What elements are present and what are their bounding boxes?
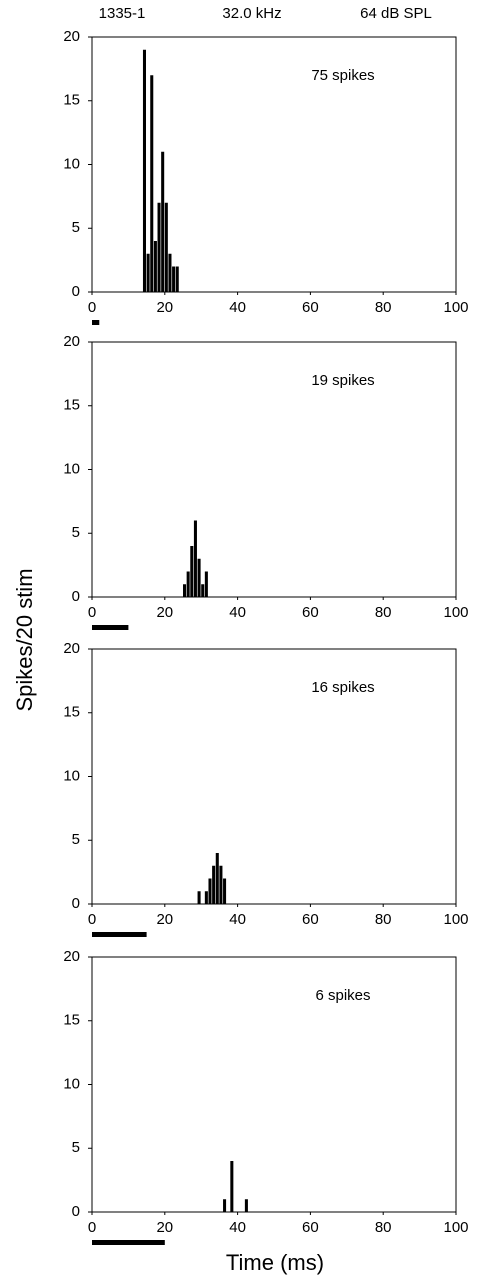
bar bbox=[146, 253, 150, 292]
y-tick-label: 20 bbox=[63, 28, 80, 45]
plot-frame bbox=[91, 648, 457, 905]
y-tick-label: 10 bbox=[63, 155, 80, 172]
y-tick-label: 20 bbox=[63, 640, 80, 657]
spike-count: 19 spikes bbox=[311, 372, 374, 389]
x-tick-label: 80 bbox=[375, 911, 392, 928]
x-tick-label: 80 bbox=[375, 1219, 392, 1236]
stimulus-bar bbox=[92, 932, 147, 937]
bar bbox=[186, 571, 190, 597]
bar bbox=[223, 1199, 227, 1212]
x-tick-label: 40 bbox=[229, 604, 246, 621]
x-axis-label: Time (ms) bbox=[226, 1250, 324, 1275]
y-tick-label: 10 bbox=[63, 767, 80, 784]
bar bbox=[168, 253, 172, 292]
plot-frame bbox=[91, 956, 457, 1213]
bar bbox=[142, 49, 146, 292]
x-tick-label: 60 bbox=[302, 299, 319, 316]
bar bbox=[201, 584, 205, 597]
x-tick-label: 40 bbox=[229, 1219, 246, 1236]
x-tick-label: 20 bbox=[156, 911, 173, 928]
stimulus-bar bbox=[92, 320, 100, 325]
y-tick-label: 15 bbox=[63, 397, 80, 414]
spike-count: 6 spikes bbox=[315, 987, 370, 1004]
header-text: 64 dB SPL bbox=[360, 5, 432, 22]
y-tick-label: 5 bbox=[72, 524, 80, 541]
bar bbox=[193, 520, 197, 597]
bar bbox=[164, 202, 168, 292]
x-tick-label: 80 bbox=[375, 604, 392, 621]
x-tick-label: 60 bbox=[302, 911, 319, 928]
bar bbox=[175, 266, 179, 292]
x-tick-label: 0 bbox=[88, 911, 96, 928]
bar bbox=[150, 75, 154, 292]
bar bbox=[230, 1161, 234, 1212]
x-tick-label: 20 bbox=[156, 1219, 173, 1236]
x-tick-label: 100 bbox=[443, 299, 468, 316]
x-tick-label: 100 bbox=[443, 1219, 468, 1236]
y-tick-label: 15 bbox=[63, 92, 80, 109]
bar bbox=[157, 202, 161, 292]
x-tick-label: 40 bbox=[229, 911, 246, 928]
x-tick-label: 100 bbox=[443, 911, 468, 928]
bar bbox=[219, 865, 223, 904]
header-text: 32.0 kHz bbox=[222, 5, 281, 22]
bar bbox=[153, 241, 157, 292]
bar bbox=[190, 546, 194, 597]
bar bbox=[223, 878, 227, 904]
y-tick-label: 0 bbox=[72, 588, 80, 605]
y-axis-label: Spikes/20 stim bbox=[12, 568, 37, 711]
y-tick-label: 20 bbox=[63, 948, 80, 965]
spike-count: 75 spikes bbox=[311, 67, 374, 84]
y-tick-label: 10 bbox=[63, 460, 80, 477]
bar bbox=[215, 853, 219, 904]
bar bbox=[244, 1199, 248, 1212]
plot-frame bbox=[91, 341, 457, 598]
x-tick-label: 60 bbox=[302, 604, 319, 621]
y-tick-label: 5 bbox=[72, 1139, 80, 1156]
x-tick-label: 100 bbox=[443, 604, 468, 621]
stimulus-bar bbox=[92, 1240, 165, 1245]
x-tick-label: 20 bbox=[156, 604, 173, 621]
spike-count: 16 spikes bbox=[311, 679, 374, 696]
bar bbox=[172, 266, 176, 292]
bar bbox=[197, 558, 201, 597]
x-tick-label: 0 bbox=[88, 299, 96, 316]
bar bbox=[161, 151, 165, 292]
x-tick-label: 0 bbox=[88, 1219, 96, 1236]
header-text: 1335-1 bbox=[99, 5, 146, 22]
y-tick-label: 10 bbox=[63, 1075, 80, 1092]
stimulus-bar bbox=[92, 625, 129, 630]
bar bbox=[208, 878, 212, 904]
y-tick-label: 5 bbox=[72, 219, 80, 236]
bar bbox=[183, 584, 187, 597]
x-tick-label: 40 bbox=[229, 299, 246, 316]
bar bbox=[197, 891, 201, 904]
x-tick-label: 0 bbox=[88, 604, 96, 621]
y-tick-label: 20 bbox=[63, 333, 80, 350]
x-tick-label: 60 bbox=[302, 1219, 319, 1236]
x-tick-label: 20 bbox=[156, 299, 173, 316]
bar bbox=[212, 865, 216, 904]
bar bbox=[204, 571, 208, 597]
y-tick-label: 0 bbox=[72, 283, 80, 300]
x-tick-label: 80 bbox=[375, 299, 392, 316]
y-tick-label: 0 bbox=[72, 895, 80, 912]
bar bbox=[204, 891, 208, 904]
y-tick-label: 5 bbox=[72, 831, 80, 848]
y-tick-label: 0 bbox=[72, 1203, 80, 1220]
y-tick-label: 15 bbox=[63, 704, 80, 721]
y-tick-label: 15 bbox=[63, 1012, 80, 1029]
